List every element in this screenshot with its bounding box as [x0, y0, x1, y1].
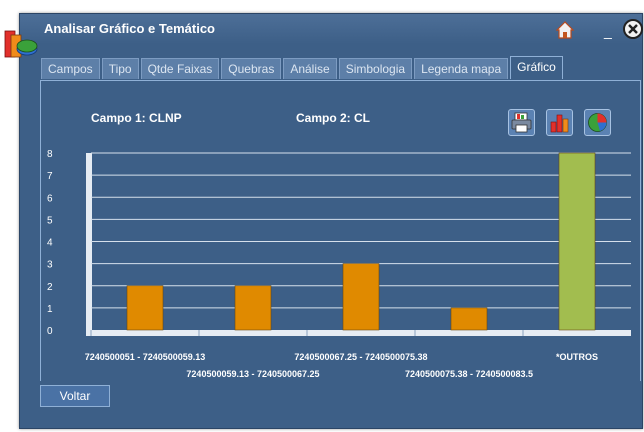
back-button[interactable]: Voltar [40, 385, 110, 407]
y-tick-label: 4 [47, 238, 53, 249]
x-tick-label: *OUTROS [556, 352, 598, 362]
dialog-window: Analisar Gráfico e Temático _ Campos Tip… [4, 13, 643, 429]
bar [126, 285, 164, 331]
bar [342, 263, 380, 331]
bar [450, 307, 488, 331]
y-tick-label: 0 [47, 326, 53, 337]
tab-simbologia[interactable]: Simbologia [338, 58, 413, 79]
y-tick-label: 6 [47, 193, 53, 204]
tab-qtde-faixas[interactable]: Qtde Faixas [140, 58, 220, 79]
app-logo-icon [4, 30, 38, 58]
tab-bar: Campos Tipo Qtde Faixas Quebras Análise … [41, 56, 565, 80]
x-tick-label: 7240500075.38 - 7240500083.5 [405, 369, 533, 379]
bar [558, 152, 596, 331]
bar-chart-button[interactable] [546, 109, 573, 136]
tab-analise[interactable]: Análise [283, 58, 337, 79]
tab-grafico[interactable]: Gráfico [510, 56, 563, 79]
x-tick-label: 7240500051 - 7240500059.13 [85, 352, 206, 362]
y-tick-label: 2 [47, 282, 53, 293]
tab-campos[interactable]: Campos [41, 58, 100, 79]
tab-quebras[interactable]: Quebras [221, 58, 282, 79]
pie-chart-button[interactable] [584, 109, 611, 136]
y-tick-label: 7 [47, 171, 53, 182]
tab-legenda-mapa[interactable]: Legenda mapa [414, 58, 509, 79]
y-tick-label: 1 [47, 304, 53, 315]
campo2-label: Campo 2: CL [296, 111, 371, 125]
x-tick-label: 7240500059.13 - 7240500067.25 [186, 369, 319, 379]
pie-chart-icon [588, 113, 607, 132]
chart-panel: Campo 1: CLNP Campo 2: CL [40, 80, 641, 382]
window-title: Analisar Gráfico e Temático [44, 21, 215, 36]
y-tick-label: 3 [47, 260, 53, 271]
y-axis-line [86, 153, 92, 336]
campo1-label: Campo 1: CLNP [91, 111, 182, 125]
close-button[interactable] [623, 19, 643, 39]
bar-chart-icon [550, 114, 569, 133]
close-icon [628, 24, 638, 34]
printer-icon [511, 112, 532, 133]
title-bar[interactable]: Analisar Gráfico e Temático _ [20, 14, 643, 44]
x-axis-line [86, 330, 631, 336]
x-tick-label: 7240500067.25 - 7240500075.38 [294, 352, 427, 362]
home-icon[interactable] [556, 21, 574, 39]
y-tick-label: 8 [47, 149, 53, 160]
tab-tipo[interactable]: Tipo [101, 58, 139, 79]
bar-chart: 0 1 2 3 4 5 6 7 8 7240500051 - 7240500059.13 7240… [47, 149, 631, 379]
print-chart-button[interactable] [508, 109, 535, 136]
bar [234, 285, 272, 331]
minimize-icon[interactable]: _ [604, 23, 612, 39]
y-tick-label: 5 [47, 215, 53, 226]
footer: Voltar [20, 381, 642, 427]
